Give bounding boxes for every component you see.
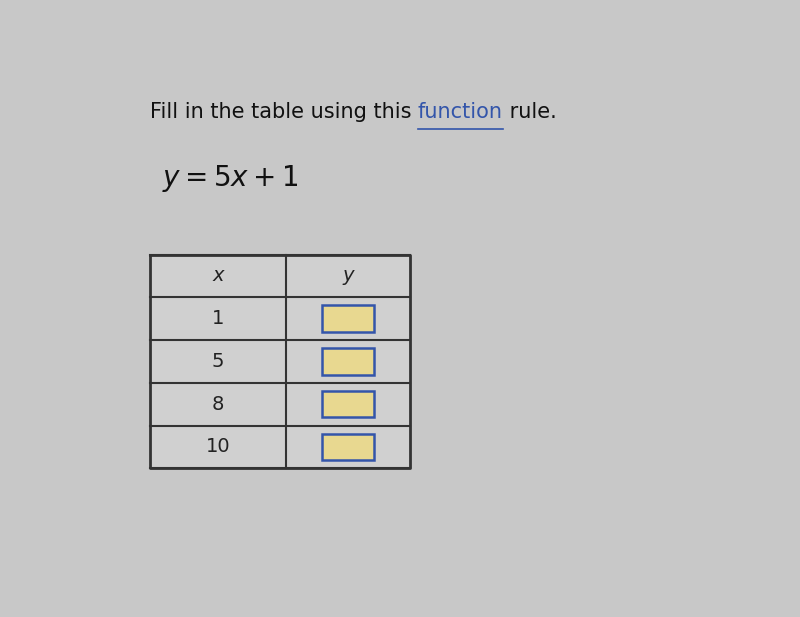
Text: 10: 10 xyxy=(206,437,230,457)
Text: function: function xyxy=(418,102,502,122)
Text: 8: 8 xyxy=(212,395,224,414)
Text: 1: 1 xyxy=(212,309,224,328)
Bar xyxy=(150,255,410,468)
Text: rule.: rule. xyxy=(502,102,557,122)
Text: y: y xyxy=(342,267,354,286)
FancyBboxPatch shape xyxy=(322,434,374,460)
Text: x: x xyxy=(212,267,223,286)
FancyBboxPatch shape xyxy=(322,391,374,418)
Text: Fill in the table using this: Fill in the table using this xyxy=(150,102,418,122)
Text: $y = 5x + 1$: $y = 5x + 1$ xyxy=(162,163,298,194)
Text: 5: 5 xyxy=(211,352,224,371)
FancyBboxPatch shape xyxy=(322,305,374,332)
FancyBboxPatch shape xyxy=(322,348,374,375)
